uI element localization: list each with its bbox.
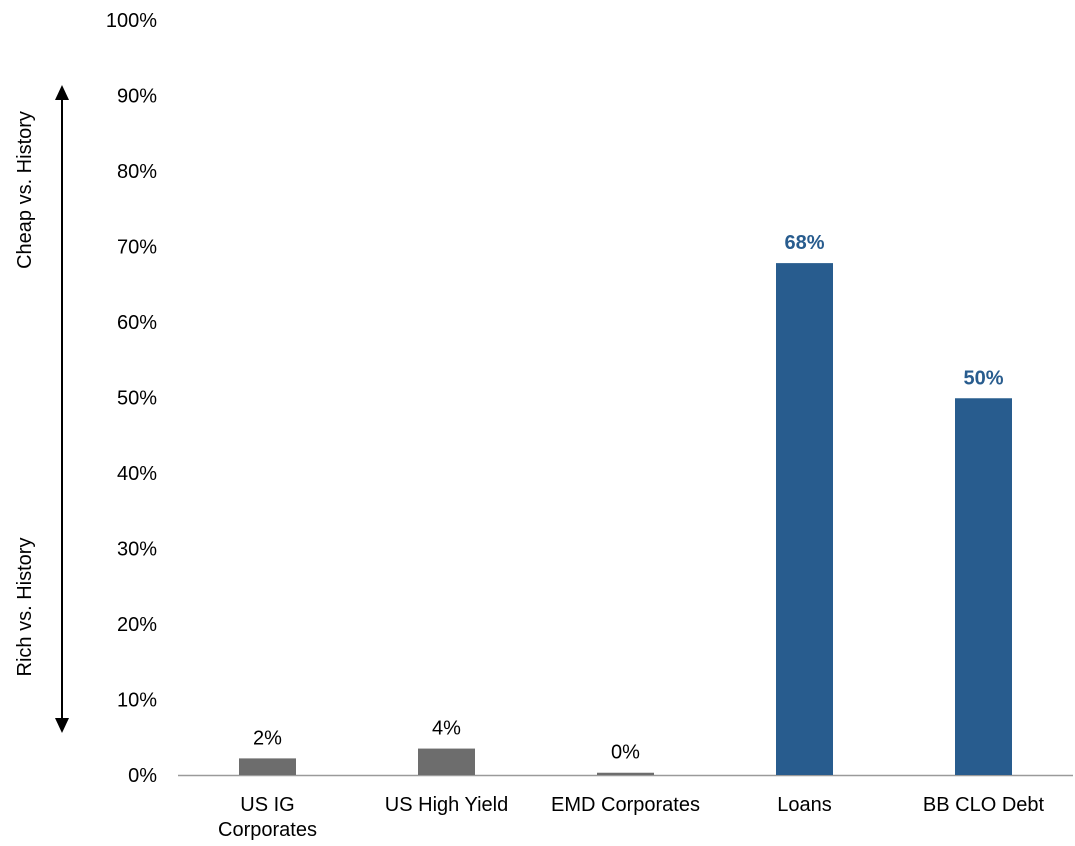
y-axis-ticks: 0% 10% 20% 30% 40% 50% 60% 70% 80% 90% 100% — [106, 10, 157, 787]
arrow-down-icon — [55, 718, 69, 733]
y-tick-label: 90% — [117, 86, 157, 108]
y-tick-label: 70% — [117, 237, 157, 259]
bar-value-label: 50% — [963, 367, 1003, 389]
y-tick-label: 80% — [117, 161, 157, 183]
y-tick-label: 10% — [117, 690, 157, 712]
y-tick-label: 40% — [117, 463, 157, 485]
bar — [418, 748, 475, 775]
y-tick-label: 50% — [117, 388, 157, 410]
bar-value-label: 2% — [253, 727, 282, 749]
category-label: Loans — [777, 794, 832, 816]
category-label: US IG — [240, 794, 294, 816]
bar — [239, 758, 296, 775]
bar-value-label: 68% — [784, 232, 824, 254]
data-labels: 2% 4% 0% 68% 50% — [253, 232, 1004, 764]
category-label: EMD Corporates — [551, 794, 700, 816]
bar-value-label: 0% — [611, 742, 640, 764]
y-tick-label: 100% — [106, 10, 157, 32]
bar — [776, 263, 833, 775]
rich-vs-history-label: Rich vs. History — [14, 538, 36, 677]
y-tick-label: 20% — [117, 614, 157, 636]
cheap-vs-history-label: Cheap vs. History — [14, 111, 36, 269]
bar — [597, 772, 654, 775]
y-tick-label: 30% — [117, 539, 157, 561]
category-label: US High Yield — [385, 794, 508, 816]
bars — [239, 263, 1012, 775]
y-tick-label: 0% — [128, 765, 157, 787]
bar-value-label: 4% — [432, 718, 461, 740]
bar — [955, 398, 1012, 775]
category-label: Corporates — [218, 819, 317, 841]
y-tick-label: 60% — [117, 312, 157, 334]
cheap-rich-annotation: Cheap vs. History Rich vs. History — [14, 85, 69, 733]
category-labels: US IG Corporates US High Yield EMD Corporat… — [218, 794, 1044, 841]
category-label: BB CLO Debt — [923, 794, 1045, 816]
arrow-up-icon — [55, 85, 69, 100]
